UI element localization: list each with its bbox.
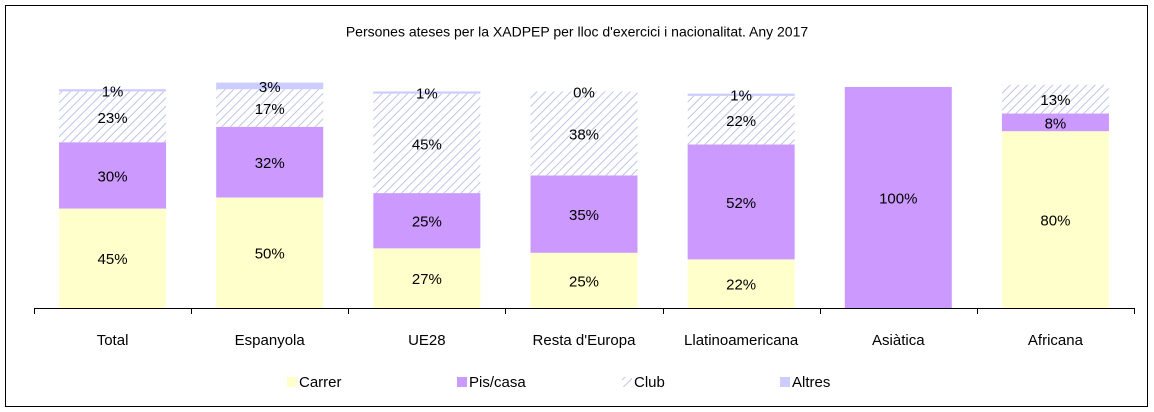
data-label: 3% [259, 79, 281, 96]
data-label: 45% [412, 136, 442, 153]
data-label: 0% [573, 84, 595, 101]
bar-segment [844, 87, 952, 308]
data-label: 30% [98, 168, 128, 185]
bar-segment [1001, 131, 1109, 308]
bar-segment [59, 208, 167, 308]
bar-segment [59, 89, 167, 92]
data-label: 22% [726, 277, 756, 294]
chart-title: Persones ateses per la XADPEP per lloc d… [346, 24, 809, 40]
data-label: 1% [102, 83, 124, 100]
legend-label: Pis/casa [469, 374, 526, 391]
legend-label: Club [634, 374, 665, 391]
data-label: 23% [98, 110, 128, 127]
legend-swatch [622, 377, 632, 387]
bar-segment [216, 89, 324, 127]
x-tick-label: UE28 [408, 332, 446, 349]
bar-segment [1001, 84, 1109, 114]
data-label: 27% [412, 271, 442, 288]
data-label: 25% [569, 273, 599, 290]
legend-label: Altres [792, 374, 830, 391]
data-label: 35% [569, 207, 599, 224]
data-label: 32% [255, 155, 285, 172]
data-label: 45% [98, 251, 128, 268]
x-tick-label: Asiàtica [872, 332, 925, 349]
bar-segment [59, 91, 167, 143]
legend-swatch [780, 377, 790, 387]
bar-segment [59, 142, 167, 209]
data-label: 100% [879, 190, 917, 207]
data-label: 13% [1040, 92, 1070, 109]
bar-segment [530, 252, 638, 308]
data-label: 1% [416, 85, 438, 102]
data-label: 17% [255, 101, 285, 118]
bar-segment [687, 93, 795, 96]
bar-segment [216, 82, 324, 90]
data-label: 8% [1045, 115, 1067, 132]
x-tick-label: Total [97, 332, 129, 349]
bar-segment [373, 193, 481, 249]
x-tick-label: Africana [1028, 332, 1084, 349]
bar-segment [530, 91, 638, 176]
x-tick-label: Resta d'Europa [533, 332, 637, 349]
data-label: 25% [412, 214, 442, 231]
bar-segment [687, 95, 795, 145]
x-tick-label: Llatinoamericana [684, 332, 799, 349]
data-label: 22% [726, 113, 756, 130]
bar-segment [216, 126, 324, 198]
x-tick-label: Espanyola [235, 332, 306, 349]
bar-segment [373, 91, 481, 94]
bar-segment [687, 144, 795, 260]
data-label: 52% [726, 195, 756, 212]
legend-label: Carrer [299, 374, 342, 391]
data-label: 80% [1040, 213, 1070, 230]
bar-segment [373, 93, 481, 194]
bar-segment [216, 197, 324, 308]
bar-segment [530, 175, 638, 253]
bar-segment [373, 248, 481, 308]
bar-segment [687, 259, 795, 308]
legend-swatch [457, 377, 467, 387]
data-label: 1% [730, 88, 752, 105]
legend-swatch [287, 377, 297, 387]
data-label: 50% [255, 246, 285, 263]
data-label: 38% [569, 126, 599, 143]
bar-segment [1001, 113, 1109, 132]
